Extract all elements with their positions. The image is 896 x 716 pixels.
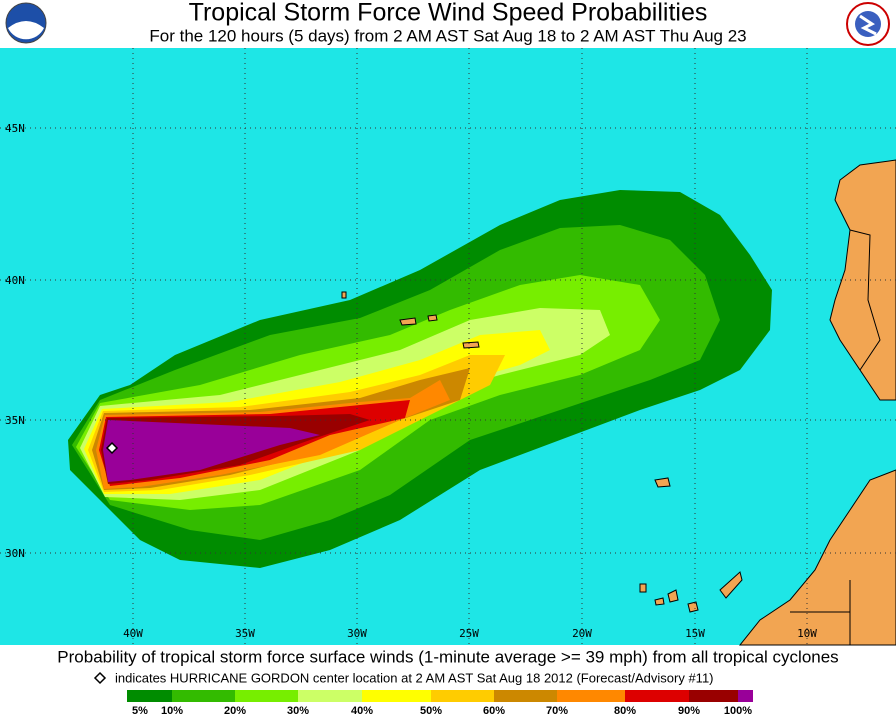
legend-swatch	[625, 690, 689, 702]
legend-label: 70%	[546, 705, 568, 716]
longitude-label: 15W	[685, 627, 705, 640]
latitude-label: 30N	[5, 547, 25, 560]
note: indicates HURRICANE GORDON center locati…	[115, 670, 714, 685]
legend-swatch	[689, 690, 738, 702]
longitude-label: 30W	[347, 627, 367, 640]
note-marker	[93, 671, 107, 685]
legend-swatch	[557, 690, 625, 702]
legend-label: 50%	[420, 705, 442, 716]
storm-center-marker	[105, 441, 119, 455]
longitude-label: 35W	[235, 627, 255, 640]
map: 45N 40N 35N 30N 40W 35W 30W 25W 20W 15W 10W	[0, 48, 896, 646]
legend-label: 80%	[614, 705, 636, 716]
subtitle: For the 120 hours (5 days) from 2 AM AST…	[149, 26, 746, 45]
title: Tropical Storm Force Wind Speed Probabil…	[189, 0, 708, 27]
legend-swatch	[738, 690, 753, 702]
legend-label: 20%	[224, 705, 246, 716]
probability-contours	[68, 190, 772, 568]
latitude-label: 35N	[5, 414, 25, 427]
latitude-label: 45N	[5, 122, 25, 135]
longitude-label: 25W	[459, 627, 479, 640]
legend-swatch	[127, 690, 172, 702]
longitude-label: 10W	[797, 627, 817, 640]
legend-label: 40%	[351, 705, 373, 716]
land	[341, 159, 896, 646]
legend-label: 5%	[132, 705, 148, 716]
legend-label: 90%	[678, 705, 700, 716]
latitude-label: 40N	[5, 274, 25, 287]
legend-label: 30%	[287, 705, 309, 716]
legend-swatch	[235, 690, 298, 702]
legend: 5% 10% 20% 30% 40% 50% 60% 70% 80% 90% 100%	[127, 690, 753, 716]
nws-logo	[846, 2, 890, 46]
legend-label: 10%	[161, 705, 183, 716]
legend-swatch	[362, 690, 431, 702]
legend-label: 100%	[724, 705, 752, 716]
legend-swatch	[431, 690, 494, 702]
legend-swatch	[494, 690, 557, 702]
noaa-logo	[5, 2, 47, 44]
contour	[103, 420, 320, 482]
legend-label: 60%	[483, 705, 505, 716]
caption: Probability of tropical storm force surf…	[57, 647, 838, 666]
legend-swatch	[298, 690, 362, 702]
longitude-label: 40W	[123, 627, 143, 640]
longitude-label: 20W	[572, 627, 592, 640]
legend-swatch	[172, 690, 235, 702]
graticule: 45N 40N 35N 30N 40W 35W 30W 25W 20W 15W 10W	[0, 48, 896, 645]
